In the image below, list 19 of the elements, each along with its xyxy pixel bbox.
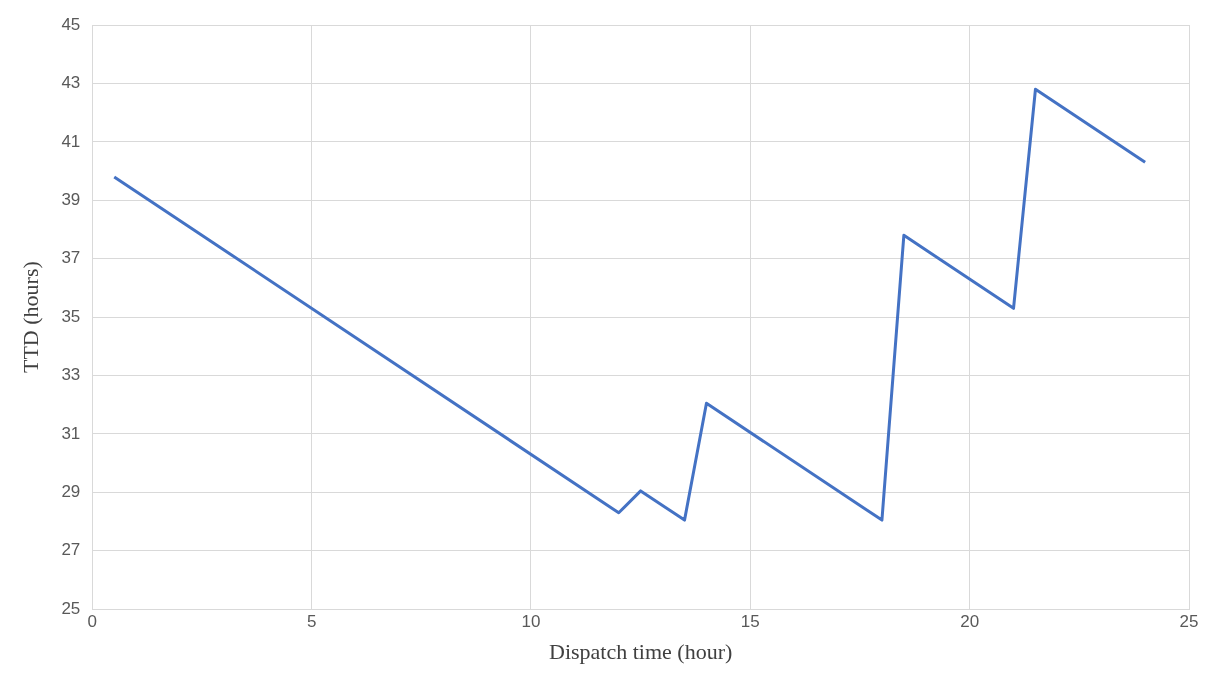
x-tick-label: 0 <box>87 612 98 632</box>
y-tick-label: 31 <box>61 423 81 443</box>
y-tick-label: 35 <box>61 306 81 326</box>
y-tick-label: 29 <box>61 482 81 502</box>
x-axis-title: Dispatch time (hour) <box>549 638 733 664</box>
y-tick-label: 33 <box>61 365 81 385</box>
y-tick-label: 41 <box>61 131 81 151</box>
y-tick-label: 39 <box>61 189 81 209</box>
x-tick-label: 25 <box>1179 612 1199 632</box>
x-tick-label: 5 <box>306 612 317 632</box>
x-tick-label: 20 <box>960 612 980 632</box>
y-tick-label: 45 <box>61 14 81 34</box>
x-tick-label: 15 <box>740 612 760 632</box>
y-tick-label: 25 <box>61 598 81 618</box>
y-tick-label: 43 <box>61 73 81 93</box>
y-tick-label: 37 <box>61 248 81 268</box>
y-tick-label: 27 <box>61 540 81 560</box>
y-axis-title: TTD (hours) <box>17 261 43 374</box>
x-tick-label: 10 <box>521 612 541 632</box>
